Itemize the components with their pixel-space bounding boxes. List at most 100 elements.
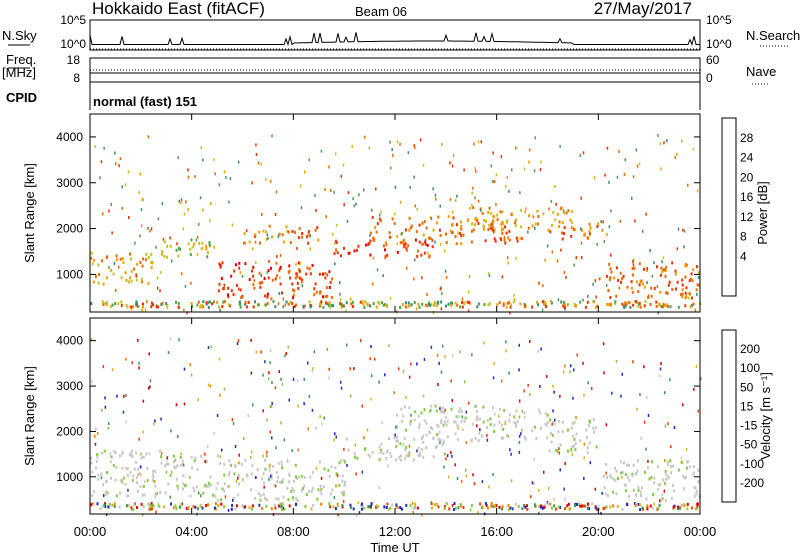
echo-cell (126, 305, 129, 309)
echo-cell (252, 247, 254, 251)
echo-cell (220, 502, 223, 506)
echo-cell (664, 274, 667, 278)
echo-cell (650, 475, 653, 479)
echo-cell (659, 499, 661, 503)
echo-cell (409, 504, 412, 508)
y-tick-label: 3000 (56, 176, 83, 190)
echo-cell (646, 396, 648, 399)
echo-cell (696, 189, 699, 193)
echo-cell (449, 161, 451, 165)
echo-cell (378, 445, 381, 449)
echo-cell (275, 446, 277, 450)
nave-tick-top: 60 (706, 53, 720, 67)
echo-cell (554, 507, 557, 511)
echo-cell (538, 281, 540, 285)
echo-cell (486, 506, 489, 510)
echo-cell (508, 301, 510, 305)
echo-cell (254, 300, 256, 304)
echo-cell (404, 448, 407, 452)
echo-cell (368, 146, 370, 150)
echo-cell (592, 426, 595, 430)
echo-cell (487, 272, 490, 276)
echo-cell (335, 472, 338, 476)
echo-cell (400, 407, 403, 411)
echo-cell (603, 486, 606, 490)
echo-cell (107, 491, 109, 495)
echo-cell (490, 211, 493, 215)
echo-cell (444, 408, 446, 412)
echo-cell (375, 504, 378, 508)
echo-cell (418, 453, 421, 457)
echo-cell (658, 503, 661, 507)
echo-cell (288, 398, 290, 402)
echo-cell (375, 305, 378, 309)
echo-cell (690, 303, 693, 307)
echo-cell (320, 492, 323, 496)
echo-cell (328, 502, 331, 506)
echo-cell (132, 502, 135, 506)
echo-cell (389, 451, 392, 455)
echo-cell (160, 455, 163, 459)
echo-cell (440, 242, 442, 246)
nsearch-tick-bottom: 10^0 (706, 37, 732, 51)
echo-cell (310, 490, 313, 493)
echo-cell (407, 244, 410, 248)
echo-cell (677, 227, 680, 231)
echo-cell (408, 375, 411, 379)
echo-cell (135, 302, 138, 306)
echo-cell (409, 422, 412, 426)
echo-cell (137, 467, 140, 471)
echo-cell (379, 213, 381, 217)
echo-cell (189, 253, 192, 257)
echo-cell (331, 488, 334, 492)
colorbar-tick-label: -200 (740, 476, 764, 490)
echo-cell (223, 387, 226, 391)
echo-cell (272, 300, 275, 304)
echo-cell (489, 417, 492, 421)
echo-cell (663, 141, 665, 145)
echo-cell (441, 410, 444, 413)
echo-cell (136, 489, 139, 493)
echo-cell (667, 476, 670, 480)
echo-cell (515, 424, 518, 428)
echo-cell (442, 441, 445, 445)
nsearch-tick-top: 10^5 (706, 13, 732, 27)
echo-cell (263, 496, 266, 500)
echo-cell (571, 453, 574, 457)
echo-cell (335, 435, 337, 439)
echo-cell (523, 389, 525, 393)
echo-cell (531, 224, 534, 228)
echo-cell (493, 237, 496, 241)
echo-cell (408, 444, 411, 448)
echo-cell (359, 300, 362, 304)
echo-cell (405, 503, 408, 507)
echo-cell (670, 471, 673, 475)
echo-cell (125, 357, 127, 361)
echo-cell (681, 283, 684, 287)
echo-cell (126, 467, 129, 471)
echo-cell (189, 494, 192, 498)
echo-cell (353, 367, 355, 371)
colorbar-tick-label: 4 (740, 249, 747, 263)
echo-cell (103, 503, 106, 507)
echo-cell (663, 489, 666, 493)
echo-cell (634, 472, 637, 476)
echo-cell (124, 482, 127, 486)
echo-cell (121, 185, 123, 189)
echo-cell (251, 464, 254, 468)
echo-cell (663, 268, 666, 272)
echo-cell (340, 254, 342, 258)
echo-cell (378, 457, 381, 461)
echo-cell (205, 504, 208, 507)
echo-cell (284, 354, 286, 358)
echo-cell (440, 418, 443, 422)
echo-cell (301, 235, 304, 239)
echo-cell (508, 229, 511, 233)
echo-cell (214, 172, 216, 176)
y-tick-label: 1000 (56, 267, 83, 281)
echo-cell (207, 383, 210, 387)
echo-cell (243, 232, 246, 236)
echo-cell (389, 296, 392, 300)
echo-cell (473, 482, 476, 486)
